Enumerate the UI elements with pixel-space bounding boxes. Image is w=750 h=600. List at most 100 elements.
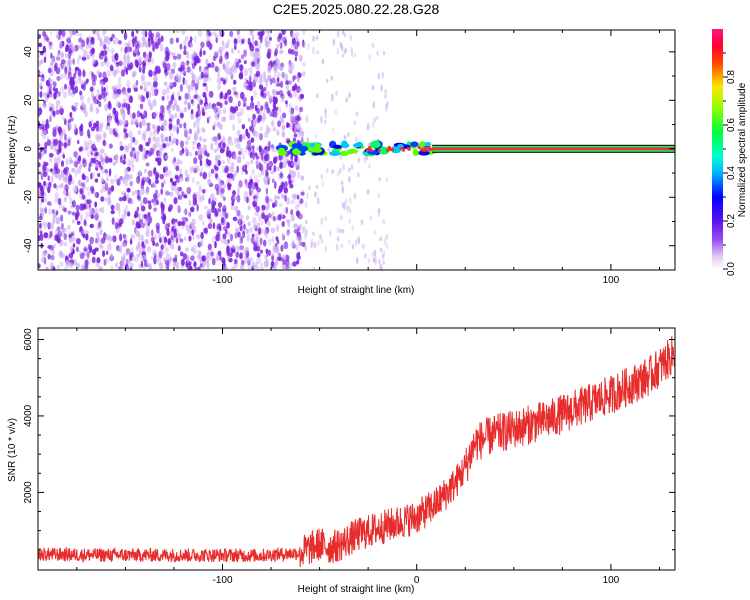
noise-speckle: [94, 191, 98, 198]
spectrogram-frame: [37, 29, 676, 271]
noise-speckle: [283, 241, 289, 250]
noise-speckle: [85, 175, 90, 183]
noise-speckle: [196, 254, 201, 260]
noise-speckle: [285, 219, 291, 224]
noise-speckle: [236, 156, 241, 164]
noise-speckle: [249, 106, 253, 111]
noise-speckle: [90, 214, 95, 219]
noise-speckle: [138, 245, 141, 250]
noise-speckle: [191, 72, 195, 81]
noise-speckle: [203, 144, 207, 151]
noise-speckle: [279, 115, 283, 122]
noise-speckle: [68, 237, 74, 242]
noise-speckle: [118, 245, 123, 254]
noise-speckle: [140, 43, 144, 48]
noise-speckle: [135, 80, 139, 86]
noise-speckle: [193, 157, 198, 165]
noise-speckle: [273, 110, 279, 118]
noise-speckle: [193, 35, 197, 43]
noise-speckle: [234, 38, 237, 43]
noise-speckle: [276, 166, 280, 172]
noise-speckle: [159, 173, 164, 180]
noise-speckle: [153, 207, 158, 212]
noise-speckle: [110, 204, 115, 211]
figure-title: C2E5.2025.080.22.28.G28: [273, 1, 440, 17]
noise-speckle: [194, 267, 199, 270]
noise-speckle: [126, 187, 131, 193]
noise-speckle: [63, 141, 67, 149]
noise-speckle: [43, 171, 48, 178]
noise-speckle: [222, 225, 228, 231]
noise-speckle: [59, 40, 63, 48]
noise-speckle: [273, 89, 278, 98]
noise-speckle: [38, 110, 41, 117]
noise-speckle: [371, 252, 375, 258]
noise-speckle: [348, 175, 351, 183]
noise-speckle: [99, 229, 103, 236]
noise-speckle: [294, 157, 298, 163]
noise-speckle: [279, 65, 284, 70]
noise-speckle: [239, 234, 242, 242]
noise-speckle: [98, 207, 103, 213]
noise-speckle: [202, 128, 206, 133]
x-tick-label: 100: [603, 275, 620, 286]
noise-speckle: [115, 262, 118, 268]
noise-speckle: [221, 40, 225, 46]
noise-speckle: [273, 66, 278, 74]
noise-speckle: [221, 160, 226, 165]
noise-speckle: [283, 187, 288, 194]
noise-speckle: [115, 69, 120, 74]
noise-speckle: [64, 53, 68, 59]
noise-speckle: [216, 113, 220, 119]
noise-speckle: [43, 251, 48, 256]
noise-speckle: [180, 258, 185, 266]
noise-speckle: [96, 88, 100, 94]
noise-speckle: [131, 30, 135, 38]
noise-speckle: [232, 153, 237, 161]
noise-speckle: [145, 176, 151, 184]
noise-speckle: [335, 243, 339, 252]
noise-speckle: [211, 235, 216, 244]
noise-speckle: [119, 145, 125, 151]
noise-speckle: [68, 58, 73, 66]
noise-speckle: [145, 230, 150, 238]
noise-speckle: [229, 30, 234, 37]
noise-speckle: [179, 176, 184, 182]
noise-speckle: [170, 231, 175, 237]
noise-speckle: [75, 31, 80, 36]
noise-speckle: [157, 161, 162, 166]
noise-speckle: [279, 172, 284, 179]
noise-speckle: [286, 260, 289, 265]
noise-speckle: [226, 60, 230, 66]
noise-speckle: [351, 225, 355, 232]
noise-speckle: [161, 89, 167, 96]
noise-speckle: [146, 122, 151, 127]
noise-speckle: [151, 92, 156, 97]
noise-speckle: [236, 209, 241, 217]
noise-speckle: [379, 236, 383, 242]
noise-speckle: [265, 104, 269, 110]
noise-speckle: [117, 88, 122, 95]
noise-speckle: [73, 160, 78, 168]
noise-speckle: [229, 106, 234, 113]
noise-speckle: [87, 97, 91, 104]
noise-speckle: [136, 150, 140, 157]
noise-speckle: [99, 244, 104, 250]
noise-speckle: [72, 58, 75, 65]
noise-speckle: [96, 108, 100, 114]
noise-speckle: [61, 160, 64, 168]
noise-speckle: [218, 123, 223, 131]
noise-speckle: [74, 80, 78, 86]
noise-speckle: [297, 131, 302, 138]
noise-speckle: [228, 96, 233, 104]
noise-speckle: [232, 124, 236, 131]
noise-speckle: [160, 35, 164, 43]
noise-speckle: [341, 45, 344, 52]
noise-speckle: [160, 188, 164, 195]
noise-speckle: [250, 95, 254, 102]
noise-speckle: [152, 124, 156, 130]
noise-speckle: [112, 128, 116, 136]
noise-speckle: [95, 106, 100, 115]
noise-speckle: [246, 85, 250, 91]
noise-speckle: [296, 40, 300, 47]
